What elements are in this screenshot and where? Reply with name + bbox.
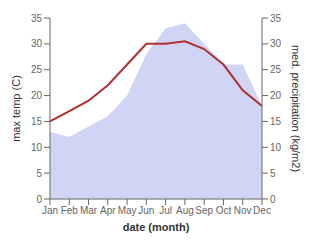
svg-text:Dec: Dec <box>253 205 271 216</box>
svg-text:Apr: Apr <box>100 205 116 216</box>
svg-text:25: 25 <box>270 64 282 75</box>
svg-text:30: 30 <box>270 38 282 49</box>
svg-text:10: 10 <box>270 142 282 153</box>
svg-text:date (month): date (month) <box>123 221 190 233</box>
svg-text:0: 0 <box>270 194 276 205</box>
svg-text:25: 25 <box>31 64 43 75</box>
svg-text:max temp (C): max temp (C) <box>10 75 22 142</box>
svg-text:5: 5 <box>36 168 42 179</box>
svg-text:20: 20 <box>31 90 43 101</box>
svg-text:Mar: Mar <box>80 205 98 216</box>
svg-text:35: 35 <box>270 13 282 24</box>
svg-text:Oct: Oct <box>216 205 232 216</box>
svg-text:30: 30 <box>31 38 43 49</box>
svg-text:Jul: Jul <box>159 205 172 216</box>
svg-text:med. precipitation (kg/m2): med. precipitation (kg/m2) <box>290 45 302 172</box>
svg-text:Feb: Feb <box>61 205 79 216</box>
svg-text:20: 20 <box>270 90 282 101</box>
svg-text:10: 10 <box>31 142 43 153</box>
svg-text:Jun: Jun <box>138 205 154 216</box>
svg-text:Sep: Sep <box>195 205 213 216</box>
svg-text:Nov: Nov <box>234 205 252 216</box>
svg-text:May: May <box>118 205 137 216</box>
svg-text:5: 5 <box>270 168 276 179</box>
svg-text:Aug: Aug <box>176 205 194 216</box>
svg-text:15: 15 <box>31 116 43 127</box>
svg-text:15: 15 <box>270 116 282 127</box>
svg-text:0: 0 <box>36 194 42 205</box>
svg-text:Jan: Jan <box>42 205 58 216</box>
svg-text:35: 35 <box>31 13 43 24</box>
